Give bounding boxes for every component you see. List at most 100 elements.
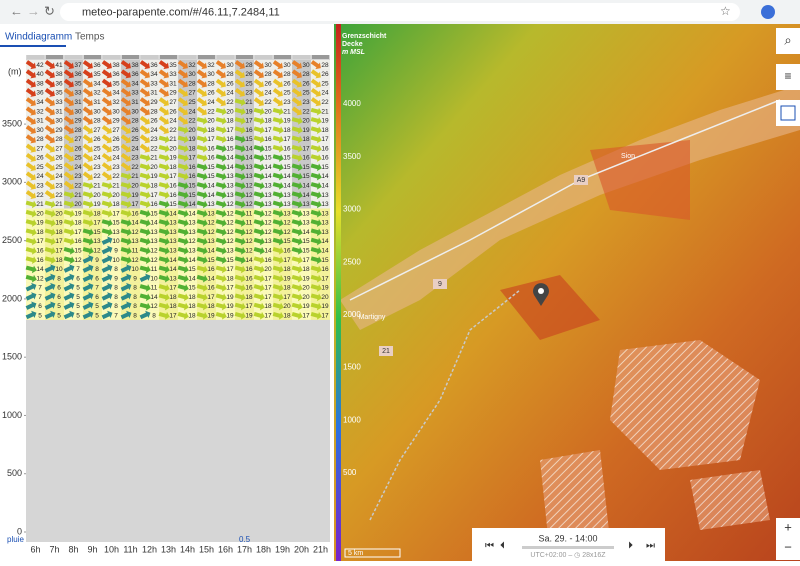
wind-arrow: [234, 219, 246, 227]
wind-arrow: [101, 97, 112, 107]
wind-speed: 24: [93, 155, 101, 162]
wind-speed: 18: [302, 266, 310, 273]
search-icon: ⌕: [784, 32, 791, 47]
wind-arrow: [44, 219, 56, 227]
wind-arrow: [101, 60, 112, 70]
wind-speed: 12: [131, 229, 139, 236]
wind-speed: 27: [36, 145, 44, 152]
wind-arrow: [310, 274, 322, 283]
wind-arrow: [101, 69, 112, 79]
forward[interactable]: →: [27, 3, 40, 18]
profile[interactable]: [761, 5, 775, 19]
wind-speed: 15: [283, 164, 291, 171]
cell: [45, 97, 64, 107]
address-bar[interactable]: [60, 3, 740, 21]
wind-arrow: [291, 181, 303, 190]
back[interactable]: ←: [10, 3, 23, 18]
wind-speed: 8: [133, 303, 137, 310]
wind-speed: 33: [169, 71, 177, 78]
reload[interactable]: ↻: [44, 3, 55, 18]
cell: [64, 60, 83, 70]
wind-speed: 20: [302, 118, 310, 125]
wind-arrow: [82, 209, 94, 218]
search-button[interactable]: [776, 28, 800, 54]
wind-arrow: [234, 200, 246, 209]
wind-arrow: [139, 87, 150, 97]
wind-speed: 8: [152, 312, 156, 319]
wind-arrow: [196, 135, 208, 144]
cell: [64, 124, 83, 135]
wind-arrow: [82, 162, 93, 172]
wind-speed: 15: [302, 164, 310, 171]
wind-arrow: [63, 310, 75, 320]
zoom-in[interactable]: +: [784, 519, 792, 534]
wind-arrow: [158, 135, 170, 144]
scale-label: 5 km: [348, 550, 363, 557]
wind-speed: 36: [131, 71, 139, 78]
wind-arrow: [310, 116, 322, 125]
column-header: [46, 55, 63, 59]
wind-speed: 12: [264, 229, 272, 236]
wind-speed: 25: [283, 90, 291, 97]
cell: [121, 78, 140, 88]
zoom-control[interactable]: [776, 518, 800, 560]
tab[interactable]: Winddiagramm: [5, 32, 72, 43]
tab[interactable]: Temps: [75, 32, 104, 43]
wind-speed: 21: [93, 183, 101, 190]
wind-arrow: [196, 191, 208, 199]
wind-arrow: [196, 172, 208, 181]
wind-speed: 27: [112, 127, 120, 134]
cell: [254, 69, 273, 79]
wind-arrow: [120, 69, 131, 79]
wind-arrow: [272, 200, 284, 209]
wind-arrow: [44, 209, 56, 218]
wind-speed: 12: [264, 220, 272, 227]
wind-speed: 17: [264, 294, 272, 301]
wind-arrow: [120, 264, 132, 273]
wind-arrow: [291, 163, 303, 172]
wind-speed: 12: [74, 257, 82, 264]
wind-arrow: [63, 152, 74, 162]
last-button[interactable]: ⏭: [646, 541, 655, 552]
wind-diagram: 42 41 37 36 38 38 36 35 32 32 30 28 30 30 30 28 40 38 36 35…: [2, 55, 330, 554]
cell: [26, 162, 45, 172]
wind-arrow: [25, 106, 36, 116]
wind-arrow: [310, 154, 322, 162]
wind-speed: 20: [55, 210, 63, 217]
next-button[interactable]: ⏵: [628, 541, 633, 552]
bookmark[interactable]: ☆: [720, 4, 731, 18]
wind-speed: 20: [36, 210, 44, 217]
cell: [311, 60, 330, 70]
wind-speed: 13: [150, 238, 158, 245]
wind-arrow: [310, 256, 322, 264]
wind-arrow: [177, 126, 189, 134]
wind-arrow: [177, 265, 189, 274]
wind-arrow: [158, 246, 170, 255]
wind-speed: 22: [36, 192, 44, 199]
wind-speed: 26: [55, 155, 63, 162]
settings-button[interactable]: [776, 64, 800, 90]
wind-speed: 14: [226, 155, 234, 162]
time-slider[interactable]: [522, 546, 614, 549]
first-button[interactable]: ⏮: [485, 541, 494, 552]
wind-speed: 8: [133, 285, 137, 292]
zoom-out[interactable]: −: [784, 539, 792, 554]
wind-arrow: [177, 163, 189, 172]
cell: [159, 78, 178, 88]
wind-arrow: [139, 106, 150, 116]
cell: [121, 69, 140, 79]
wind-arrow: [101, 200, 113, 209]
wind-arrow: [177, 302, 189, 311]
prev-button[interactable]: ⏴: [500, 541, 505, 552]
wind-arrow: [215, 237, 227, 246]
column-header: [141, 55, 158, 59]
url: meteo-parapente.com/#/46.11,7.2484,11: [82, 6, 280, 18]
wind-arrow: [177, 246, 189, 255]
wind-speed: 18: [169, 164, 177, 171]
wind-speed: 25: [74, 155, 82, 162]
wind-speed: 16: [169, 183, 177, 190]
chart-button[interactable]: [776, 100, 800, 126]
wind-arrow: [101, 282, 113, 292]
column-header: [274, 55, 291, 59]
